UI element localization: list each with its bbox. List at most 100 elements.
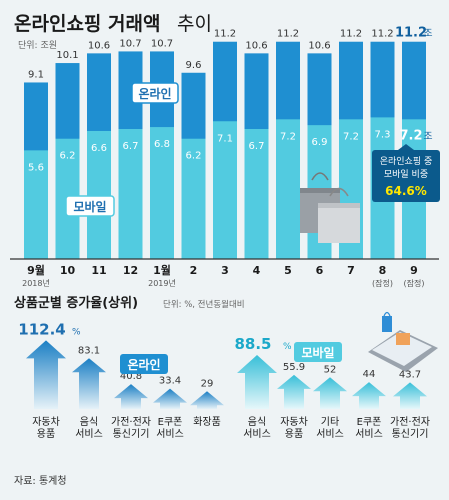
- mobile-growth-value-label: 52: [324, 364, 337, 375]
- online-growth-category-label: 통신기기: [113, 428, 150, 440]
- mobile-bar: [150, 127, 174, 259]
- online-value-label: 10.1: [56, 50, 78, 61]
- mobile-bar: [87, 130, 111, 259]
- online-value-label: 10.7: [119, 38, 141, 49]
- mobile-value-label: 7.3: [375, 129, 391, 140]
- chart-title: 온라인쇼핑 거래액: [14, 13, 160, 35]
- online-growth-value-label: 33.4: [159, 376, 181, 387]
- online-growth-category-label: 서비스: [156, 428, 184, 440]
- month-tick-label: 4: [253, 264, 261, 277]
- mobile-value-label: 6.9: [312, 137, 328, 148]
- mobile-growth-category-label: 서비스: [316, 428, 344, 440]
- legend-online: 온라인: [131, 82, 179, 104]
- mobile-share-callout: 온라인쇼핑 중 모바일 비중 64.6%: [372, 144, 440, 202]
- mobile-value-label: 7.1: [217, 133, 233, 144]
- month-tick-label: 3: [221, 264, 229, 277]
- mobile-value-label: 7.2: [280, 131, 296, 142]
- mobile-growth-arrow: [393, 382, 427, 409]
- online-value-label: 9.6: [186, 60, 202, 71]
- mobile-value-label: 7.2: [343, 131, 359, 142]
- mobile-growth-value-label: 55.9: [283, 362, 305, 373]
- month-tick-note: (잠정): [372, 278, 393, 288]
- callout-value: 64.6%: [385, 184, 427, 198]
- mobile-growth-arrow: [277, 374, 311, 409]
- month-tick-label: 10: [60, 264, 76, 277]
- month-tick-label: 9: [410, 264, 418, 277]
- mobile-value-label: 6.7: [249, 141, 265, 152]
- mobile-section-text: 모바일: [301, 345, 334, 360]
- online-value-label: 10.6: [308, 40, 330, 51]
- phone-shopping-icon: [368, 311, 438, 372]
- online-value-label: 11.2: [214, 29, 236, 40]
- mobile-bar: [276, 119, 300, 259]
- chart-title-sub: 추이: [177, 13, 212, 35]
- mobile-growth-category-label: 통신기기: [392, 428, 429, 440]
- unit-label: 단위: 조원: [18, 40, 57, 51]
- online-growth-value-label: 40.8: [120, 371, 142, 382]
- mobile-growth-percent-label: %: [283, 342, 292, 352]
- mobile-growth-arrow: [237, 355, 277, 409]
- monthly-bars: [24, 41, 426, 260]
- online-growth-arrow: [190, 391, 224, 409]
- online-growth-category-label: 화장품: [193, 416, 221, 428]
- mobile-value-label: 6.8: [154, 139, 170, 150]
- callout-line1: 온라인쇼핑 중: [380, 156, 433, 167]
- online-growth-arrow: [26, 340, 66, 409]
- online-growth-category-label: 서비스: [75, 428, 103, 440]
- online-growth-arrow: [114, 384, 148, 409]
- online-value-label: 11.2: [277, 29, 299, 40]
- mobile-growth-category-label: 가전·전자: [390, 416, 430, 428]
- growth-title: 상품군별 증가율(상위): [14, 295, 138, 311]
- online-value-label: 11.2: [395, 26, 427, 41]
- mobile-growth-value-label: 88.5: [234, 335, 271, 353]
- mobile-growth-value-label: 44: [363, 369, 376, 380]
- online-growth-value-label: 29: [201, 378, 214, 389]
- mobile-value-label: 6.2: [60, 151, 76, 162]
- mobile-section-label: 모바일: [294, 342, 342, 362]
- growth-unit: 단위: %, 전년동월대비: [163, 299, 245, 310]
- month-tick-note: 2018년: [22, 278, 50, 288]
- online-growth-category-label: 용품: [37, 428, 55, 440]
- mobile-growth-category-label: 서비스: [355, 428, 383, 440]
- mobile-growth-category-label: 서비스: [243, 428, 271, 440]
- mobile-growth-category-label: E쿠폰: [357, 416, 382, 428]
- online-growth-category-label: 가전·전자: [111, 416, 151, 428]
- online-growth-category-label: 자동차: [32, 416, 60, 428]
- mobile-growth-category-label: 자동차: [280, 416, 308, 428]
- legend-mobile-label: 모바일: [73, 199, 106, 214]
- online-section-text: 온라인: [127, 357, 160, 372]
- mobile-bar: [181, 138, 206, 259]
- online-section-label: 온라인: [120, 354, 168, 374]
- callout-line2: 모바일 비중: [384, 169, 428, 180]
- month-tick-label: 8: [379, 264, 387, 277]
- online-value-label: 10.6: [88, 40, 110, 51]
- online-value-label: 10.7: [151, 38, 173, 49]
- mobile-bar: [118, 129, 143, 259]
- online-growth-value-label: 83.1: [78, 345, 100, 356]
- mobile-unit-label: 조: [423, 131, 432, 142]
- online-value-label: 11.2: [371, 29, 393, 40]
- month-tick-label: 9월: [27, 263, 45, 277]
- source-text: 자료: 통계청: [14, 475, 67, 487]
- online-value-label: 9.1: [28, 69, 44, 80]
- month-tick-label: 12: [123, 264, 138, 277]
- mobile-value-label: 6.7: [123, 141, 139, 152]
- mobile-growth-category-label: 음식: [248, 416, 266, 428]
- month-tick-label: 5: [284, 264, 292, 277]
- month-tick-label: 6: [316, 264, 324, 277]
- month-tick-note: 2019년: [148, 278, 176, 288]
- mobile-value-label: 6.2: [186, 151, 202, 162]
- online-growth-value-label: 112.4: [18, 320, 65, 338]
- mobile-growth-value-label: 43.7: [399, 369, 421, 380]
- online-growth-arrow: [72, 358, 106, 409]
- online-growth-arrow: [153, 388, 187, 409]
- month-tick-label: 1월: [153, 263, 171, 277]
- mobile-bar: [244, 129, 269, 259]
- legend-online-label: 온라인: [138, 86, 171, 101]
- month-tick-label: 11: [91, 264, 106, 277]
- online-value-label: 11.2: [340, 29, 362, 40]
- mobile-bar: [213, 121, 237, 259]
